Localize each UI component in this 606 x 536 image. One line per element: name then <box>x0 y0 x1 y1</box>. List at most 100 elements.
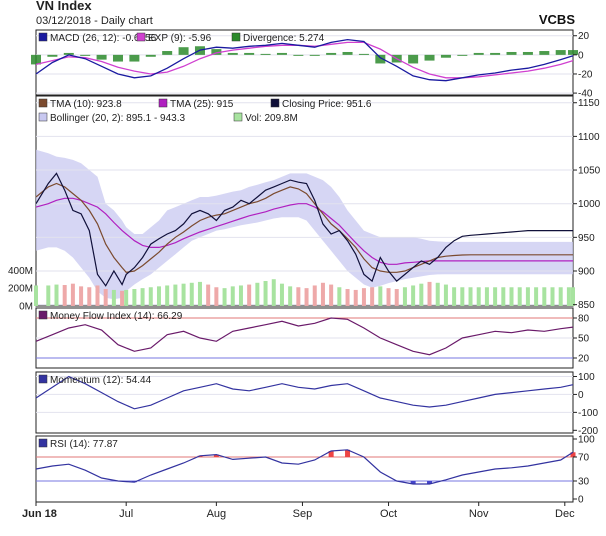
legend-swatch <box>136 32 146 42</box>
legend-label: MACD (26, 12): -0.6856 <box>50 33 157 44</box>
divergence-bar <box>260 53 271 55</box>
volume-bar <box>156 286 161 306</box>
y-tick-label: 20 <box>578 31 590 42</box>
volume-bar <box>132 289 137 306</box>
divergence-bar <box>309 54 320 56</box>
volume-bar <box>484 287 489 306</box>
y-tick-label: 30 <box>578 477 590 488</box>
volume-bar <box>571 287 575 306</box>
divergence-bar <box>424 54 435 61</box>
volume-bar <box>443 284 448 306</box>
divergence-bar <box>473 52 484 55</box>
rsi-line <box>35 449 574 485</box>
legend-label: TMA (25): 915 <box>170 99 234 110</box>
x-tick-label: Sep <box>293 508 313 520</box>
y-tick-label: 100 <box>578 435 595 446</box>
closing-price-line <box>35 172 573 287</box>
volume-bar <box>394 289 399 306</box>
divergence-bar <box>145 54 156 57</box>
volume-bar <box>214 287 219 306</box>
divergence-bar <box>506 51 517 55</box>
y-tick-label: 0 <box>578 495 584 506</box>
y-tick-label: -100 <box>578 408 598 419</box>
volume-bar <box>79 286 84 306</box>
divergence-bar <box>555 50 566 55</box>
divergence-bar <box>211 49 222 55</box>
y-tick-label: 1150 <box>578 98 600 109</box>
chart-subtitle: 03/12/2018 - Daily chart <box>36 15 153 27</box>
legend-swatch <box>233 112 243 122</box>
volume-bar <box>230 286 235 306</box>
volume-bar <box>501 287 506 306</box>
x-axis: Jun 18 Jul Aug Sep Oct Nov Dec <box>22 502 575 520</box>
volume-bar <box>312 285 317 306</box>
volume-bar <box>476 287 481 306</box>
y-tick-label: -20 <box>578 69 593 80</box>
volume-bar <box>197 281 202 306</box>
legend-swatch <box>270 98 280 108</box>
volume-bar <box>378 286 383 306</box>
divergence-bar <box>358 53 369 55</box>
volume-bar <box>329 284 334 306</box>
legend-swatch <box>158 98 168 108</box>
divergence-bar <box>96 54 107 60</box>
y-tick-label: 950 <box>578 233 595 244</box>
volume-bar <box>534 287 539 306</box>
volume-bar <box>550 287 555 306</box>
legend-label: EXP (9): -5.96 <box>148 33 212 44</box>
y-tick-label: 900 <box>578 267 595 278</box>
legend-label: Bollinger (20, 2): 895.1 - 943.3 <box>50 113 186 124</box>
rsi-overbought-fill <box>213 454 219 457</box>
volume-bar <box>402 287 407 306</box>
volume-tick-label: 200M <box>8 284 33 295</box>
y-tick-label: 850 <box>578 300 595 311</box>
divergence-bar <box>522 51 533 55</box>
volume-bar <box>419 283 424 306</box>
volume-bar <box>62 285 67 306</box>
volume-bar <box>255 282 260 306</box>
panel-mfi: Money Flow Index (14): 66.29 80 50 20 <box>35 307 590 369</box>
divergence-bar <box>568 50 578 55</box>
chart-title: VN Index <box>36 0 92 13</box>
divergence-bar <box>162 51 173 55</box>
legend-swatch <box>38 310 48 320</box>
x-tick-label: Dec <box>555 508 575 520</box>
panel-macd-frame <box>35 29 574 96</box>
divergence-bar <box>342 51 353 55</box>
macd-line <box>35 38 574 82</box>
y-tick-label: 0 <box>578 390 584 401</box>
divergence-bar <box>47 54 58 57</box>
panel-rsi-frame <box>35 435 574 503</box>
divergence-bar <box>227 52 238 55</box>
volume-bar <box>361 288 366 306</box>
volume-bar <box>542 287 547 306</box>
x-tick-label: Jun 18 <box>22 508 57 520</box>
volume-tick-label: 400M <box>8 266 33 277</box>
volume-bar <box>296 287 301 306</box>
y-tick-label: 1100 <box>578 132 600 143</box>
volume-bar <box>345 289 350 306</box>
x-tick-label: Aug <box>207 508 227 520</box>
divergence-bar <box>80 54 91 56</box>
y-tick-label: 70 <box>578 453 590 464</box>
volume-bar <box>386 288 391 306</box>
volume-bar <box>566 287 571 306</box>
rsi-overbought-fill <box>345 449 351 457</box>
volume-bar <box>124 289 129 306</box>
momentum-line <box>35 375 574 410</box>
chart-source: VCBS <box>539 12 575 27</box>
divergence-bar <box>63 52 74 55</box>
legend-label: TMA (10): 923.8 <box>50 99 122 110</box>
panel-momentum-frame <box>35 371 574 434</box>
divergence-bar <box>112 54 123 62</box>
volume-bar <box>206 284 211 306</box>
volume-bar <box>87 287 92 306</box>
divergence-bar <box>490 52 501 55</box>
volume-bar <box>370 287 375 306</box>
divergence-bar <box>178 47 189 55</box>
y-tick-label: -200 <box>578 426 598 437</box>
volume-bar <box>120 290 125 306</box>
volume-bar <box>460 287 465 306</box>
